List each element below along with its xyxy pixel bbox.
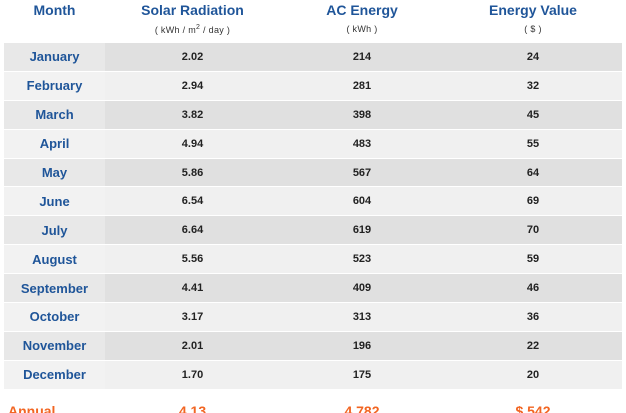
header-ac-label: AC Energy	[326, 2, 398, 18]
solar-radiation-cell: 4.41	[105, 273, 280, 304]
annual-solar: 4.13	[105, 388, 280, 413]
table-row: June 6.54 604 69	[4, 186, 622, 217]
header-month-label: Month	[33, 2, 76, 18]
ac-energy-cell: 175	[280, 360, 444, 390]
month-cell: July	[4, 215, 105, 246]
solar-radiation-cell: 3.17	[105, 302, 280, 332]
solar-radiation-cell: 6.54	[105, 186, 280, 217]
energy-value-cell: 20	[444, 360, 622, 390]
monthly-energy-table: Month Solar Radiation ( kWh / m2 / day )…	[4, 0, 622, 413]
energy-value-cell: 59	[444, 244, 622, 275]
table-row: March 3.82 398 45	[4, 100, 622, 130]
ac-energy-cell: 313	[280, 302, 444, 332]
ac-energy-cell: 604	[280, 186, 444, 217]
header-solar-radiation: Solar Radiation ( kWh / m2 / day )	[105, 0, 280, 43]
ac-energy-cell: 214	[280, 43, 444, 72]
month-cell: June	[4, 186, 105, 217]
energy-value-cell: 36	[444, 302, 622, 332]
solar-radiation-cell: 4.94	[105, 129, 280, 159]
ac-energy-cell: 523	[280, 244, 444, 275]
solar-radiation-cell: 2.94	[105, 71, 280, 101]
solar-unit-suffix: / day )	[200, 25, 231, 35]
annual-value: $ 542	[444, 388, 622, 413]
solar-unit-sup: 2	[196, 24, 201, 31]
solar-radiation-cell: 2.01	[105, 331, 280, 361]
table-row: December 1.70 175 20	[4, 360, 622, 390]
solar-radiation-cell: 6.64	[105, 215, 280, 246]
header-value-label: Energy Value	[489, 2, 577, 18]
energy-value-cell: 64	[444, 158, 622, 188]
table-row: September 4.41 409 46	[4, 273, 622, 304]
ac-energy-cell: 567	[280, 158, 444, 188]
month-cell: October	[4, 302, 105, 332]
table-header: Month Solar Radiation ( kWh / m2 / day )…	[4, 0, 622, 43]
header-month: Month	[4, 0, 105, 43]
header-ac-unit: ( kWh )	[346, 24, 378, 34]
solar-radiation-cell: 2.02	[105, 43, 280, 72]
table-footer: Annual 4.13 4,782 $ 542	[4, 388, 622, 413]
month-cell: February	[4, 71, 105, 101]
month-cell: November	[4, 331, 105, 361]
table-row: February 2.94 281 32	[4, 71, 622, 101]
table-row: July 6.64 619 70	[4, 215, 622, 246]
solar-radiation-cell: 3.82	[105, 100, 280, 130]
ac-energy-cell: 196	[280, 331, 444, 361]
header-value-unit: ( $ )	[524, 24, 542, 34]
ac-energy-cell: 398	[280, 100, 444, 130]
energy-value-cell: 55	[444, 129, 622, 159]
ac-energy-cell: 483	[280, 129, 444, 159]
energy-value-cell: 45	[444, 100, 622, 130]
month-cell: January	[4, 43, 105, 72]
table-row: November 2.01 196 22	[4, 331, 622, 361]
annual-row: Annual 4.13 4,782 $ 542	[4, 388, 622, 413]
header-solar-label: Solar Radiation	[141, 2, 244, 18]
solar-radiation-cell: 5.86	[105, 158, 280, 188]
table-row: May 5.86 567 64	[4, 158, 622, 188]
annual-ac: 4,782	[280, 388, 444, 413]
month-cell: April	[4, 129, 105, 159]
table-row: August 5.56 523 59	[4, 244, 622, 275]
header-energy-value: Energy Value ( $ )	[444, 0, 622, 43]
annual-label: Annual	[4, 388, 105, 413]
ac-energy-cell: 281	[280, 71, 444, 101]
month-cell: March	[4, 100, 105, 130]
table-row: October 3.17 313 36	[4, 302, 622, 332]
table-row: January 2.02 214 24	[4, 43, 622, 72]
energy-value-cell: 70	[444, 215, 622, 246]
table-body: January 2.02 214 24 February 2.94 281 32 March 3.…	[4, 43, 622, 390]
energy-value-cell: 46	[444, 273, 622, 304]
energy-value-cell: 22	[444, 331, 622, 361]
month-cell: September	[4, 273, 105, 304]
month-cell: August	[4, 244, 105, 275]
table-row: April 4.94 483 55	[4, 129, 622, 159]
solar-radiation-cell: 1.70	[105, 360, 280, 390]
solar-radiation-cell: 5.56	[105, 244, 280, 275]
header-ac-energy: AC Energy ( kWh )	[280, 0, 444, 43]
header-solar-unit: ( kWh / m2 / day )	[105, 24, 280, 35]
energy-value-cell: 32	[444, 71, 622, 101]
ac-energy-cell: 409	[280, 273, 444, 304]
month-cell: May	[4, 158, 105, 188]
energy-value-cell: 24	[444, 43, 622, 72]
solar-unit-prefix: ( kWh / m	[154, 25, 197, 35]
ac-energy-cell: 619	[280, 215, 444, 246]
month-cell: December	[4, 360, 105, 390]
energy-value-cell: 69	[444, 186, 622, 217]
